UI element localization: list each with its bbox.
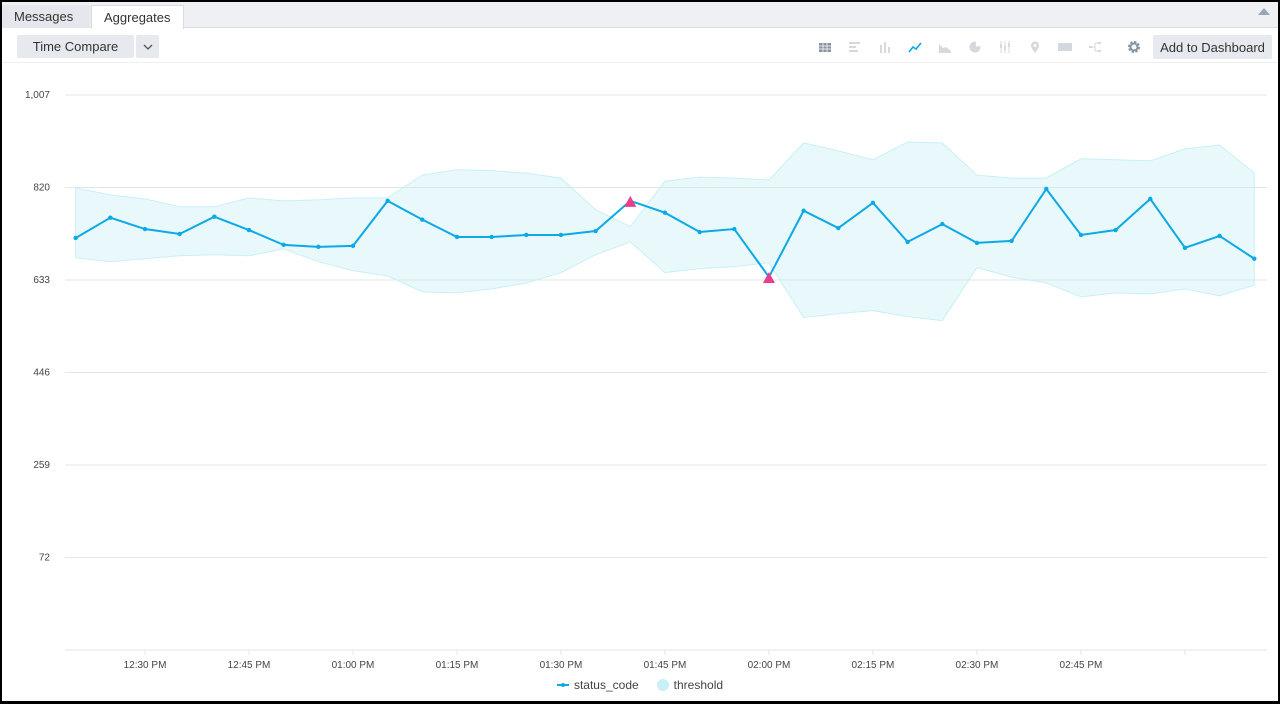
y-tick-label: 1,007 xyxy=(25,90,50,101)
add-to-dashboard-button[interactable]: Add to Dashboard xyxy=(1153,35,1272,59)
outlier-marker xyxy=(762,272,775,284)
data-point xyxy=(316,244,321,250)
data-point xyxy=(489,234,494,240)
map-pin-icon[interactable] xyxy=(1028,40,1042,54)
tab-bar: Messages Aggregates xyxy=(2,2,1278,29)
box-plot-icon[interactable] xyxy=(998,40,1012,54)
data-point xyxy=(905,239,910,245)
toolbar: Time Compare Add to Dashboard xyxy=(2,29,1278,63)
time-compare-dropdown[interactable] xyxy=(136,35,159,58)
pie-chart-icon[interactable] xyxy=(968,40,982,54)
data-point xyxy=(212,214,217,219)
table-icon[interactable] xyxy=(818,40,832,54)
data-point xyxy=(697,229,702,235)
data-point xyxy=(385,198,390,204)
data-point xyxy=(801,208,806,213)
y-tick-label: 633 xyxy=(33,275,50,286)
x-tick-label: 12:45 PM xyxy=(228,660,271,671)
data-point xyxy=(870,200,876,206)
tab-aggregates[interactable]: Aggregates xyxy=(91,5,184,29)
single-value-icon[interactable] xyxy=(1058,40,1072,54)
data-point xyxy=(281,242,286,248)
data-point xyxy=(524,232,529,238)
line-swatch-icon xyxy=(556,683,569,687)
data-point xyxy=(593,228,598,234)
x-tick-label: 02:45 PM xyxy=(1060,660,1103,671)
y-tick-label: 259 xyxy=(33,460,50,471)
sankey-icon[interactable] xyxy=(1088,40,1102,54)
data-point xyxy=(1113,227,1118,233)
data-point xyxy=(1252,256,1257,261)
x-tick-label: 02:15 PM xyxy=(852,660,895,671)
bar-vertical-icon[interactable] xyxy=(878,40,892,54)
chart-legend: status_code threshold xyxy=(2,678,1278,692)
data-point xyxy=(974,240,980,246)
legend-item-threshold[interactable]: threshold xyxy=(656,678,724,692)
chevron-down-icon xyxy=(143,44,152,50)
data-point xyxy=(836,225,841,231)
data-point xyxy=(1217,233,1222,239)
data-point xyxy=(454,234,460,240)
x-tick-label: 01:30 PM xyxy=(540,660,583,671)
gear-icon[interactable] xyxy=(1127,40,1141,54)
area-swatch-icon xyxy=(656,679,669,691)
threshold-band xyxy=(75,141,1255,322)
legend-label: status_code xyxy=(573,678,639,692)
data-point xyxy=(246,227,252,233)
data-point xyxy=(1148,196,1153,202)
data-point xyxy=(108,215,113,220)
y-tick-label: 72 xyxy=(39,553,51,564)
legend-label: threshold xyxy=(673,678,724,692)
data-point xyxy=(1044,186,1049,192)
data-point xyxy=(732,226,737,232)
data-point xyxy=(420,217,425,222)
data-point xyxy=(662,210,668,215)
x-tick-label: 02:00 PM xyxy=(748,660,791,671)
data-point xyxy=(558,232,564,238)
y-tick-label: 820 xyxy=(33,183,50,194)
line-chart-icon[interactable] xyxy=(908,40,922,54)
data-point xyxy=(1009,238,1014,244)
area-chart-icon[interactable] xyxy=(938,40,952,54)
data-point xyxy=(177,231,182,237)
data-point xyxy=(142,226,148,232)
tab-messages[interactable]: Messages xyxy=(2,5,90,28)
x-tick-label: 02:30 PM xyxy=(956,660,999,671)
x-tick-label: 12:30 PM xyxy=(124,660,167,671)
x-tick-label: 01:45 PM xyxy=(644,660,687,671)
x-tick-label: 01:15 PM xyxy=(436,660,479,671)
outlier-marker xyxy=(624,195,637,207)
data-point xyxy=(350,243,356,249)
y-tick-label: 446 xyxy=(33,368,50,379)
data-point xyxy=(1078,232,1084,238)
data-point xyxy=(73,235,78,241)
collapse-up-icon[interactable] xyxy=(1258,8,1270,15)
time-compare-button[interactable]: Time Compare xyxy=(17,35,134,58)
x-tick-label: 01:00 PM xyxy=(332,660,375,671)
bar-horizontal-icon[interactable] xyxy=(848,40,862,54)
data-point xyxy=(1182,245,1188,251)
data-point xyxy=(940,221,945,227)
legend-item-status-code[interactable]: status_code xyxy=(556,678,639,692)
